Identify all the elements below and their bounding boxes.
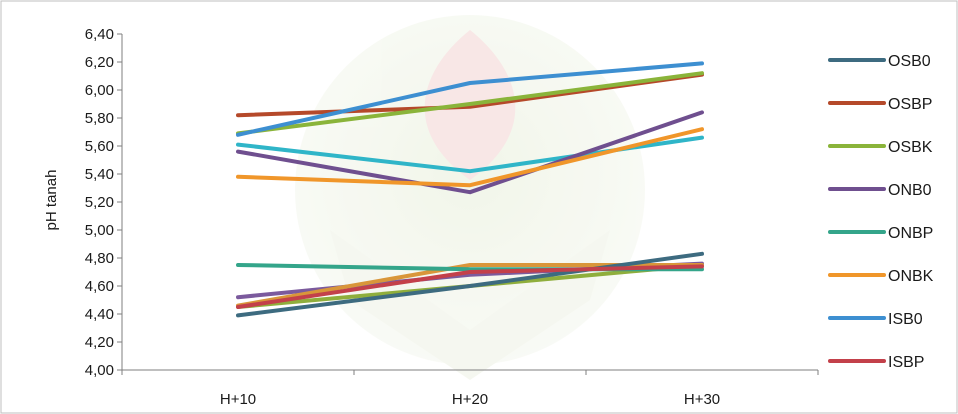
y-tick-label: 5,00 [85, 222, 114, 239]
series-line-osbk [236, 71, 704, 136]
y-tick-label: 6,00 [85, 82, 114, 99]
series-lines [236, 61, 704, 318]
legend-label-osbk: OSBK [888, 139, 933, 156]
legend-label-onbp: ONBP [888, 225, 933, 242]
legend: OSB0 OSBP OSBK ONB0 ONBP ONBK ISB0 ISBP [828, 53, 934, 371]
y-tick-label: 6,20 [85, 54, 114, 71]
x-axis: H+10 H+20 H+30 [121, 369, 819, 408]
y-tick-label: 4,60 [85, 278, 114, 295]
legend-label-onbk: ONBK [888, 268, 934, 285]
x-tick-label: H+20 [452, 391, 488, 408]
y-tick-label: 6,40 [85, 26, 114, 43]
y-tick-label: 4,00 [85, 362, 114, 379]
y-axis-title: pH tanah [43, 170, 60, 231]
series-line-onbk [236, 127, 704, 188]
y-tick-label: 4,40 [85, 306, 114, 323]
legend-label-isbp: ISBP [888, 354, 924, 371]
series-line-onb0 [236, 110, 704, 195]
y-tick-label: 5,40 [85, 166, 114, 183]
series-line-isbp [236, 264, 704, 309]
series-line-isb0 [236, 61, 704, 137]
legend-label-onb0: ONB0 [888, 182, 932, 199]
x-tick-label: H+30 [684, 391, 720, 408]
y-axis: 4,00 4,20 4,40 4,60 4,80 5,00 5,20 5,40 5,60 5,80… [85, 26, 123, 379]
legend-label-osbp: OSBP [888, 96, 932, 113]
y-tick-label: 4,80 [85, 250, 114, 267]
legend-label-isb0: ISB0 [888, 311, 923, 328]
legend-label-osb0: OSB0 [888, 53, 931, 70]
series-line-osb0 [236, 251, 704, 318]
y-tick-label: 5,60 [85, 138, 114, 155]
y-tick-label: 5,80 [85, 110, 114, 127]
x-tick-label: H+10 [220, 391, 256, 408]
y-tick-label: 4,20 [85, 334, 114, 351]
y-tick-label: 5,20 [85, 194, 114, 211]
